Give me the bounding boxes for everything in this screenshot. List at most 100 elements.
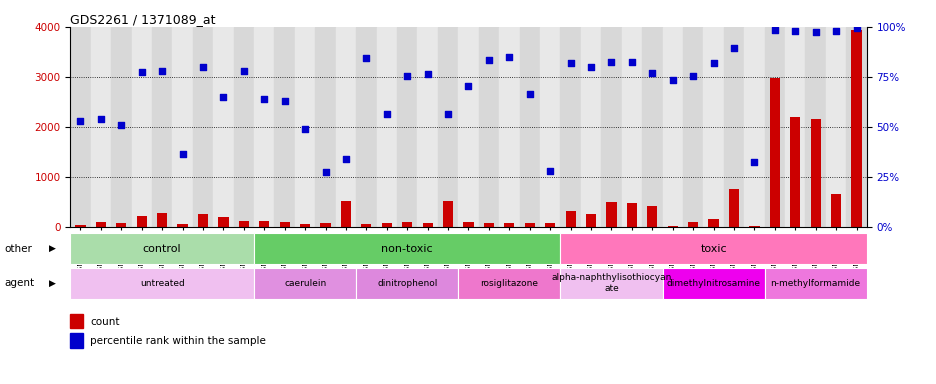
Bar xyxy=(320,223,330,227)
Point xyxy=(317,169,332,175)
Bar xyxy=(458,27,478,227)
Bar xyxy=(708,219,718,227)
Point xyxy=(827,28,842,34)
Point xyxy=(277,98,292,104)
Point xyxy=(215,94,230,100)
Bar xyxy=(560,27,580,227)
Text: percentile rank within the sample: percentile rank within the sample xyxy=(90,336,266,346)
Bar xyxy=(197,214,208,227)
Point xyxy=(623,59,638,65)
Text: control: control xyxy=(142,243,182,254)
Point xyxy=(563,60,578,66)
Bar xyxy=(606,202,616,227)
Point xyxy=(604,59,619,65)
Point xyxy=(706,60,721,66)
Text: ▶: ▶ xyxy=(49,279,55,288)
Bar xyxy=(356,27,376,227)
Text: non-toxic: non-toxic xyxy=(381,243,432,254)
Bar xyxy=(274,27,295,227)
Bar xyxy=(682,27,703,227)
Point xyxy=(542,167,557,174)
Text: rosiglitazone: rosiglitazone xyxy=(480,279,538,288)
Bar xyxy=(851,30,861,227)
Bar xyxy=(70,268,254,299)
Bar xyxy=(585,214,595,227)
Text: ▶: ▶ xyxy=(49,244,55,253)
Bar xyxy=(830,194,841,227)
Point xyxy=(196,64,211,70)
Bar xyxy=(172,27,193,227)
Bar xyxy=(687,222,697,227)
Bar xyxy=(116,223,126,227)
Point xyxy=(338,156,353,162)
Bar xyxy=(621,27,641,227)
Bar xyxy=(662,27,682,227)
Bar xyxy=(397,27,417,227)
Bar xyxy=(626,204,636,227)
Bar xyxy=(70,314,83,328)
Point xyxy=(236,68,251,74)
Bar xyxy=(341,201,351,227)
Bar xyxy=(239,221,249,227)
Bar xyxy=(177,223,187,227)
Bar xyxy=(443,201,453,227)
Bar xyxy=(111,27,131,227)
Bar xyxy=(137,215,147,227)
Bar xyxy=(666,225,677,227)
Bar xyxy=(381,223,391,227)
Point xyxy=(113,122,128,128)
Bar xyxy=(483,223,493,227)
Point xyxy=(644,70,659,76)
Bar xyxy=(565,211,575,227)
Bar xyxy=(218,217,228,227)
Point xyxy=(73,118,88,124)
Point xyxy=(685,73,700,79)
Bar xyxy=(70,233,254,264)
Bar xyxy=(131,27,152,227)
Text: caerulein: caerulein xyxy=(284,279,326,288)
Bar xyxy=(499,27,519,227)
Text: alpha-naphthylisothiocyan
ate: alpha-naphthylisothiocyan ate xyxy=(550,273,671,293)
Bar xyxy=(70,333,83,348)
Bar xyxy=(641,27,662,227)
Bar xyxy=(91,27,111,227)
Bar xyxy=(504,223,514,227)
Point xyxy=(154,68,169,74)
Point xyxy=(583,64,598,70)
Bar xyxy=(743,27,764,227)
Bar xyxy=(519,27,539,227)
Bar xyxy=(768,78,779,227)
Text: n-methylformamide: n-methylformamide xyxy=(769,279,860,288)
Bar xyxy=(789,117,799,227)
Bar xyxy=(254,268,356,299)
Bar xyxy=(764,27,784,227)
Bar xyxy=(95,222,106,227)
Point xyxy=(787,28,802,34)
Bar xyxy=(254,27,274,227)
Text: toxic: toxic xyxy=(699,243,726,254)
Bar xyxy=(193,27,213,227)
Point xyxy=(175,151,190,157)
Bar xyxy=(422,223,432,227)
Point xyxy=(256,96,271,102)
Bar xyxy=(703,27,723,227)
Point xyxy=(419,71,434,78)
Bar xyxy=(539,27,560,227)
Bar xyxy=(152,27,172,227)
Point xyxy=(808,29,823,35)
Bar xyxy=(601,27,621,227)
Point xyxy=(461,83,475,89)
Bar xyxy=(279,222,289,227)
Bar xyxy=(157,213,168,227)
Bar xyxy=(458,268,560,299)
Bar xyxy=(647,206,657,227)
Point xyxy=(94,116,109,122)
Bar xyxy=(70,27,91,227)
Bar xyxy=(295,27,315,227)
Point xyxy=(298,126,313,132)
Bar xyxy=(805,27,825,227)
Point xyxy=(767,27,782,33)
Point xyxy=(481,57,496,63)
Bar xyxy=(335,27,356,227)
Bar xyxy=(545,223,555,227)
